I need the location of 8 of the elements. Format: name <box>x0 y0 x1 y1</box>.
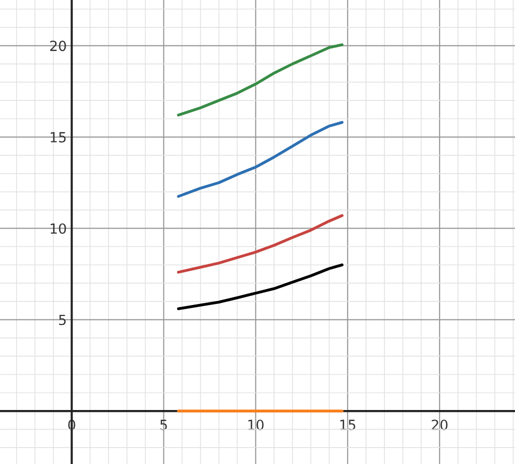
line-series <box>177 121 344 198</box>
y-tick-label: 20 <box>50 40 66 52</box>
line-series <box>177 263 344 310</box>
y-tick-label: 10 <box>50 223 66 234</box>
line-series <box>177 214 344 274</box>
y-tick-label: 5 <box>59 314 66 326</box>
y-tick-label: 15 <box>50 132 66 142</box>
line-series <box>177 43 344 116</box>
